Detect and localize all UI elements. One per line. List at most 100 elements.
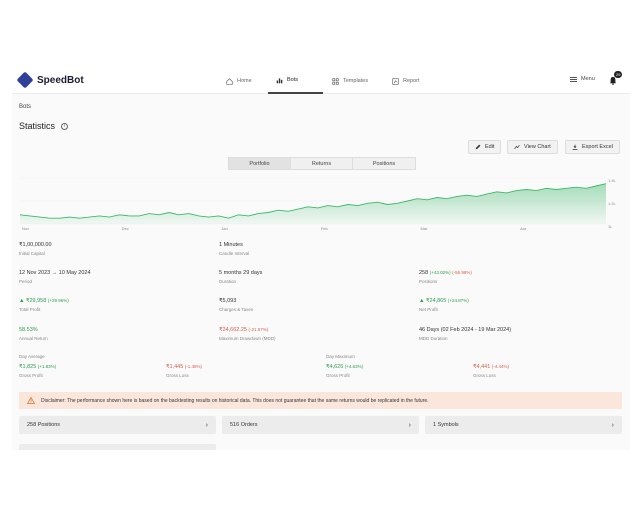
- menu-button[interactable]: Menu: [570, 76, 595, 82]
- nav-tab-home[interactable]: Home: [218, 68, 260, 94]
- stat-label: Total Profit: [19, 307, 41, 312]
- stat-value-row: ▲ ₹24,865 (+24.87%): [419, 298, 469, 304]
- stat-value: ▲ ₹24,865: [419, 298, 447, 304]
- nav-tab-label: Bots: [287, 77, 299, 83]
- stat-candle-interval: 1 Minutes Candle Interval: [219, 242, 249, 256]
- brand-name: SpeedBot: [37, 74, 84, 86]
- stat-label: Gross Profit: [326, 373, 350, 378]
- home-icon: [226, 77, 233, 85]
- segment-portfolio[interactable]: Portfolio: [229, 158, 291, 169]
- positions-win-percent: (+43.02%): [429, 270, 451, 275]
- x-tick-label: Nov: [22, 226, 29, 230]
- positions-card[interactable]: 258 Positions ›: [19, 416, 216, 434]
- export-excel-label: Export Excel: [582, 144, 613, 150]
- view-chart-button[interactable]: View Chart: [507, 140, 558, 154]
- pencil-icon: [475, 144, 481, 150]
- stat-label: Positions: [419, 279, 438, 284]
- page-title-row: Statistics i: [19, 121, 69, 131]
- x-tick-label: Jan: [221, 226, 227, 230]
- chart-line-icon: [514, 144, 520, 150]
- stat-percent: (+29.96%): [47, 298, 69, 303]
- bar-chart-icon: [276, 77, 283, 83]
- stat-value-row: ₹4,441 (-4.44%): [473, 364, 509, 370]
- stat-value: ₹1,445: [166, 364, 184, 370]
- stat-label: Annual Return: [19, 336, 48, 341]
- edit-button[interactable]: Edit: [468, 140, 502, 154]
- export-excel-button[interactable]: Export Excel: [565, 140, 620, 154]
- segment-returns[interactable]: Returns: [291, 158, 353, 169]
- top-navigation: SpeedBot Home Bots Templates Report Menu…: [12, 68, 630, 94]
- menu-label: Menu: [581, 76, 595, 82]
- card-label: 258 Positions: [27, 422, 61, 428]
- stat-value: ▲ ₹29,958: [19, 298, 47, 304]
- stat-value-row: ₹24,662.25 (-21.57%): [219, 327, 276, 333]
- stat-label: Net Profit: [419, 307, 438, 312]
- stat-label: Gross Loss: [473, 373, 496, 378]
- x-tick-label: Apr: [520, 226, 527, 230]
- report-icon: [392, 77, 399, 85]
- stat-charges: ₹5,093 Charges & Taxes: [219, 298, 253, 312]
- chevron-right-icon: ›: [408, 421, 411, 429]
- stat-value: 12 Nov 2023 → 10 May 2024: [19, 270, 91, 276]
- stat-value: 46 Days (02 Feb 2024 - 19 Mar 2024): [419, 327, 512, 333]
- day-average-gross-profit: ₹1,825 (+1.83%) Gross Profit: [19, 364, 56, 378]
- view-segmented-control: Portfolio Returns Positions: [228, 157, 416, 170]
- segment-positions[interactable]: Positions: [372, 160, 396, 167]
- nav-tab-report[interactable]: Report: [384, 68, 428, 94]
- view-chart-label: View Chart: [524, 144, 551, 150]
- speedbot-logo-icon: [16, 71, 34, 89]
- stat-annual-return: 58.53% Annual Return: [19, 327, 48, 341]
- disclaimer-banner: Disclaimer: The performance shown here i…: [19, 392, 622, 409]
- x-tick-label: Feb: [321, 226, 329, 230]
- chevron-right-icon: ›: [205, 421, 208, 429]
- section-heading: Day Maximum: [326, 354, 355, 359]
- stat-percent: (-1.45%): [184, 364, 203, 369]
- stat-percent: (-21.57%): [248, 327, 269, 332]
- stat-mdd-duration: 46 Days (02 Feb 2024 - 19 Mar 2024) MDD …: [419, 327, 511, 341]
- stat-label: Maximum Drawdown (MDD): [219, 336, 276, 341]
- nav-tab-templates[interactable]: Templates: [324, 68, 376, 94]
- grid-icon: [332, 77, 339, 85]
- warning-icon: [27, 397, 35, 404]
- brand[interactable]: SpeedBot: [16, 71, 84, 89]
- stat-label: Duration: [219, 279, 237, 284]
- stat-initial-capital: ₹1,00,000.00 Initial Capital: [19, 242, 52, 256]
- day-maximum-heading: Day Maximum: [326, 354, 355, 359]
- stat-value-row: ▲ ₹29,958 (+29.96%): [19, 298, 69, 304]
- equity-line: [20, 183, 607, 219]
- partial-card[interactable]: [19, 444, 216, 450]
- stat-percent: (+4.63%): [344, 364, 364, 369]
- download-icon: [572, 144, 578, 150]
- stat-label: MDD Duration: [419, 336, 448, 341]
- stat-value: ₹1,00,000.00: [19, 242, 52, 248]
- y-tick-label: 1.2L: [608, 201, 617, 206]
- y-tick-label: 1.4L: [608, 178, 617, 183]
- stat-value: ₹5,093: [219, 298, 237, 304]
- day-average-heading: Day Average: [19, 354, 45, 359]
- stat-value: ₹24,662.25: [219, 327, 247, 333]
- day-maximum-gross-loss: ₹4,441 (-4.44%) Gross Loss: [473, 364, 509, 378]
- nav-tab-bots[interactable]: Bots: [268, 68, 323, 94]
- portfolio-equity-chart: Nov Dec Jan Feb Mar Apr 1.4L 1.2L 1L: [20, 177, 617, 230]
- bell-icon[interactable]: [609, 76, 617, 85]
- stat-value: 58.53%: [19, 327, 38, 333]
- equity-area: [20, 183, 606, 224]
- section-heading: Day Average: [19, 354, 45, 359]
- day-average-gross-loss: ₹1,445 (-1.45%) Gross Loss: [166, 364, 202, 378]
- card-label: 516 Orders: [230, 422, 258, 428]
- stat-value-row: 258 (+43.02%) (-56.98%): [419, 270, 472, 276]
- edit-label: Edit: [485, 144, 495, 150]
- stat-percent: (-4.44%): [491, 364, 510, 369]
- orders-card[interactable]: 516 Orders ›: [222, 416, 419, 434]
- stat-label: Period: [19, 279, 33, 284]
- stat-value: 258: [419, 270, 429, 276]
- symbols-card[interactable]: 1 Symbols ›: [425, 416, 622, 434]
- stat-max-drawdown: ₹24,662.25 (-21.57%) Maximum Drawdown (M…: [219, 327, 276, 341]
- stat-value: ₹1,825: [19, 364, 37, 370]
- breadcrumb[interactable]: Bots: [19, 104, 32, 110]
- info-icon[interactable]: i: [61, 122, 69, 130]
- nav-tab-label: Templates: [343, 78, 369, 84]
- y-tick-label: 1L: [608, 224, 613, 229]
- nav-tab-label: Home: [237, 78, 252, 84]
- stat-percent: (+1.83%): [37, 364, 57, 369]
